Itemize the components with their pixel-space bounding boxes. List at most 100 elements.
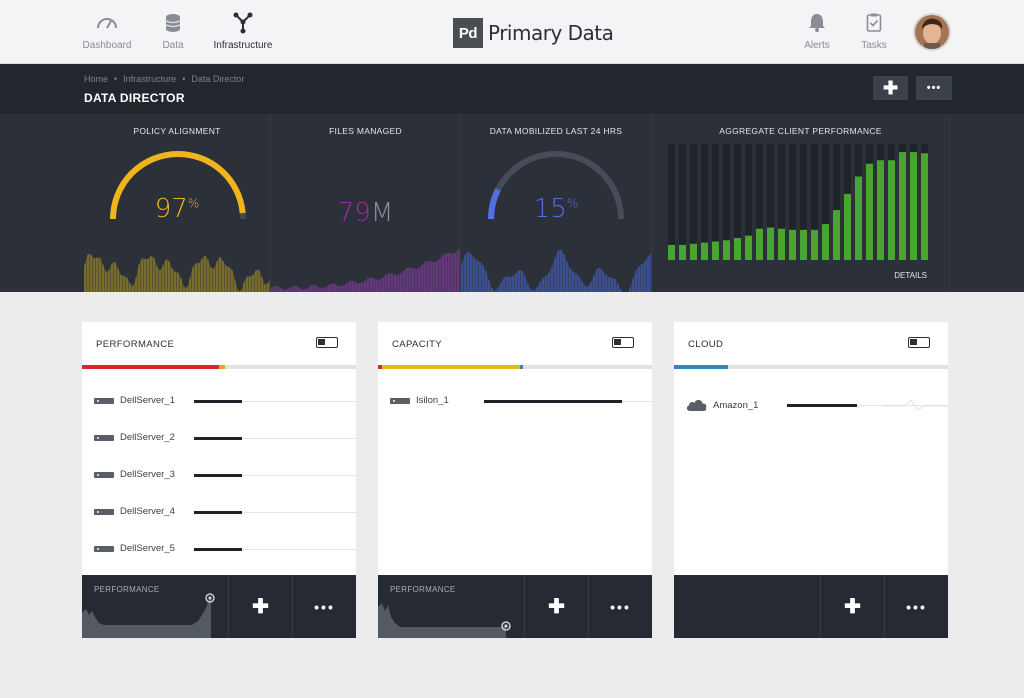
bar (767, 227, 774, 260)
breadcrumb-home[interactable]: Home (84, 74, 109, 84)
add-button[interactable]: ✚ (873, 76, 908, 100)
list-item[interactable]: DellServer_4 (94, 505, 356, 525)
aggregate-bar-chart (668, 144, 928, 260)
brand-name: Primary Data (488, 21, 614, 45)
bar-track (800, 144, 807, 260)
bar-track (822, 144, 829, 260)
bar (888, 160, 895, 260)
bar-track (734, 144, 741, 260)
nav-tasks[interactable]: Tasks (858, 12, 890, 51)
more-options-button[interactable]: ••• (884, 575, 948, 638)
kpi-files-title: FILES MANAGED (329, 126, 402, 136)
bar-track (712, 144, 719, 260)
database-icon (165, 14, 181, 32)
more-options-button[interactable]: ••• (916, 76, 952, 100)
bar (756, 228, 763, 260)
nav-dashboard-label: Dashboard (82, 40, 132, 51)
list-item-label: Amazon_1 (713, 400, 759, 411)
bar-track (811, 144, 818, 260)
bar-track (767, 144, 774, 260)
more-options-button[interactable]: ••• (292, 575, 356, 638)
server-icon (94, 435, 114, 441)
nav-infrastructure[interactable]: Infrastructure (210, 12, 276, 51)
add-button[interactable]: ✚ (524, 575, 588, 638)
list-item[interactable]: DellServer_3 (94, 468, 356, 488)
card-status-bar (378, 365, 652, 369)
breadcrumb-data-director: Data Director (191, 74, 245, 84)
kpi-policy-title: POLICY ALIGNMENT (133, 126, 221, 136)
kpi-mobilized-value: 15 (533, 194, 567, 224)
files-chart (271, 248, 460, 292)
bar (833, 210, 840, 260)
gauge-icon (97, 18, 117, 29)
user-avatar[interactable] (913, 13, 951, 51)
bar (789, 229, 796, 260)
add-button[interactable]: ✚ (820, 575, 884, 638)
kpi-policy-alignment[interactable]: POLICY ALIGNMENT 97% (84, 114, 271, 292)
bar-track (756, 144, 763, 260)
bar (668, 244, 675, 260)
list-item[interactable]: DellServer_1 (94, 394, 356, 414)
card-toggle[interactable] (612, 337, 634, 348)
bar (877, 160, 884, 260)
more-options-button[interactable]: ••• (588, 575, 652, 638)
list-item-track (194, 438, 356, 439)
bar (822, 224, 829, 260)
list-item[interactable]: DellServer_2 (94, 431, 356, 451)
list-item-bar (787, 404, 857, 407)
nav-data[interactable]: Data (158, 12, 188, 51)
list-item[interactable]: DellServer_5 (94, 542, 356, 562)
kpi-files-value: 79 (337, 198, 371, 228)
page-header: Home • Infrastructure • Data Director DATA D… (0, 64, 1024, 114)
card-title: CLOUD (688, 339, 724, 350)
kpi-aggregate-performance[interactable]: AGGREGATE CLIENT PERFORMANCE DETAILS (652, 114, 950, 292)
footer-sparkline[interactable] (82, 575, 228, 638)
bar-track (833, 144, 840, 260)
list-item[interactable]: Amazon_1 (686, 398, 948, 418)
kpi-spacer-left (0, 114, 84, 292)
mobilized-wave-chart (461, 249, 651, 292)
status-segment-blue (520, 365, 523, 369)
card-footer: ✚ ••• (674, 575, 948, 638)
cloud-card: CLOUD Amazon_1 ✚ ••• (674, 322, 948, 638)
nav-dashboard[interactable]: Dashboard (82, 12, 132, 51)
brand-logo[interactable]: Pd Primary Data (453, 18, 614, 48)
bar-track (745, 144, 752, 260)
bar (701, 242, 708, 260)
policy-gauge (84, 151, 270, 292)
list-item-track (787, 405, 948, 406)
footer-chart-label: PERFORMANCE (94, 585, 160, 594)
status-segment-red (82, 365, 219, 369)
performance-card: PERFORMANCE DellServer_1 DellServer_2 De… (82, 322, 356, 638)
list-item[interactable]: Isilon_1 (390, 394, 652, 414)
bar-track (668, 144, 675, 260)
card-toggle[interactable] (316, 337, 338, 348)
breadcrumb-infrastructure[interactable]: Infrastructure (123, 74, 177, 84)
kpi-aggregate-title: AGGREGATE CLIENT PERFORMANCE (719, 126, 882, 136)
card-toggle[interactable] (908, 337, 930, 348)
bar (778, 228, 785, 260)
kpi-data-mobilized[interactable]: DATA MOBILIZED LAST 24 HRS 15% (461, 114, 652, 292)
list-item-track (194, 401, 356, 402)
bar (921, 153, 928, 260)
server-icon (94, 472, 114, 478)
bar (811, 229, 818, 260)
list-item-track (194, 475, 356, 476)
nav-tasks-label: Tasks (861, 40, 887, 51)
list-item-bar (194, 400, 242, 403)
kpi-files-managed[interactable]: FILES MANAGED 79M (271, 114, 461, 292)
bar (690, 243, 697, 260)
footer-sparkline[interactable] (378, 575, 524, 638)
kpi-mobilized-value-wrap: 15% (461, 194, 651, 224)
add-button[interactable]: ✚ (228, 575, 292, 638)
list-item-label: DellServer_5 (120, 543, 175, 554)
details-link[interactable]: DETAILS (894, 271, 927, 280)
network-icon (233, 12, 253, 34)
kpi-policy-unit: % (187, 196, 200, 211)
card-footer: PERFORMANCE ✚ ••• (82, 575, 356, 638)
bar (712, 241, 719, 260)
page-title: DATA DIRECTOR (84, 91, 185, 105)
list-item-label: DellServer_2 (120, 432, 175, 443)
list-item-label: DellServer_1 (120, 395, 175, 406)
nav-alerts[interactable]: Alerts (800, 12, 834, 51)
